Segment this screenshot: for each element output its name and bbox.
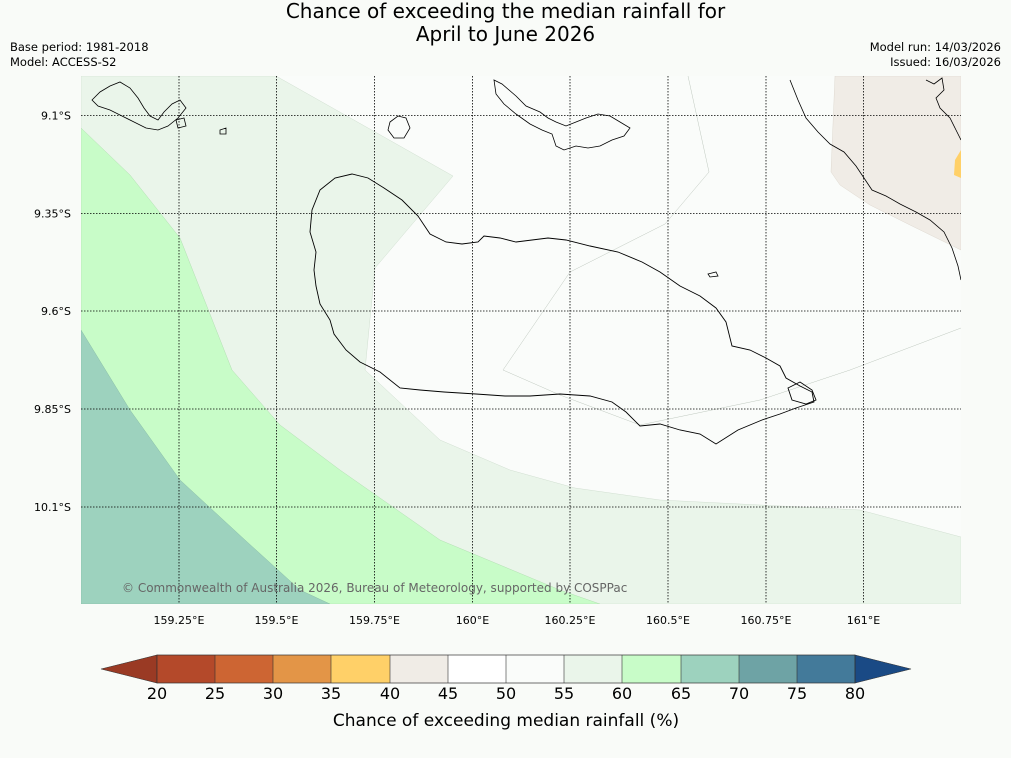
colorbar-tick: 25 [205,684,225,703]
lat-label: 9.1°S [41,110,71,123]
lon-label: 159.75°E [349,614,400,627]
title-line-1: Chance of exceeding the median rainfall … [285,0,726,23]
lon-label: 160°E [456,614,489,627]
lon-label: 161°E [847,614,880,627]
issued-date: Issued: 16/03/2026 [890,55,1001,69]
lat-label: 9.85°S [34,403,71,416]
colorbar-tick: 20 [147,684,167,703]
colorbar-swatch [215,655,273,683]
zone-65-70 [81,329,331,604]
zone-35-40 [954,150,961,178]
colorbar-title: Chance of exceeding median rainfall (%) [333,711,679,731]
lon-label: 159.25°E [154,614,205,627]
colorbar-tick: 45 [438,684,458,703]
lon-label: 160.75°E [741,614,792,627]
colorbar-tick: 35 [321,684,341,703]
graticule [81,76,961,604]
colorbar-tick: 30 [263,684,283,703]
zone-60-65 [81,127,601,604]
lat-label: 9.35°S [34,208,71,221]
colorbar-tick: 55 [554,684,574,703]
island-florida [493,79,631,151]
islet [707,271,719,278]
colorbar-tick: 70 [729,684,749,703]
model-run: Model run: 14/03/2026 [869,40,1001,54]
base-period: Base period: 1981-2018 [10,40,149,54]
island-small-north [387,115,411,139]
island-small-east [787,381,817,405]
island-nw-group [91,81,227,135]
colorbar-tick: 40 [380,684,400,703]
colorbar-tick: 50 [496,684,516,703]
meta-left: Base period: 1981-2018 Model: ACCESS-S2 [10,40,149,70]
colorbar-swatch [681,655,739,683]
colorbar-tick: 80 [845,684,865,703]
model-name: Model: ACCESS-S2 [10,55,117,69]
colorbar-swatch [157,655,215,683]
lat-label: 10.1°S [34,501,71,514]
colorbar-swatch [564,655,622,683]
lon-label: 159.5°E [255,614,299,627]
meta-right: Model run: 14/03/2026 Issued: 16/03/2026 [870,40,1001,70]
colorbar-swatch [739,655,797,683]
colorbar-swatch [390,655,448,683]
colorbar: 20 25 30 35 40 45 50 55 60 65 70 75 80 C… [100,654,912,731]
colorbar-tick: 65 [671,684,691,703]
colorbar-swatch [622,655,681,683]
title-line-2: April to June 2026 [415,22,596,46]
colorbar-swatch [273,655,331,683]
chart-title: Chance of exceeding the median rainfall … [0,0,1011,46]
colorbar-swatch [448,655,506,683]
copyright-notice: © Commonwealth of Australia 2026, Bureau… [122,581,627,595]
colorbar-swatch [797,655,855,683]
colorbar-extend-low [100,654,158,684]
island-malaita [789,77,961,281]
colorbar-dividers [214,655,798,683]
colorbar-tick: 75 [787,684,807,703]
island-guadalcanal [309,173,815,445]
colorbar-extend-high [854,654,912,684]
colorbar-swatch [331,655,390,683]
lat-label: 9.6°S [41,305,71,318]
map-area: © Commonwealth of Australia 2026, Bureau… [81,76,961,604]
lon-label: 160.25°E [545,614,596,627]
lon-label: 160.5°E [646,614,690,627]
colorbar-tick: 60 [612,684,632,703]
colorbar-swatch [506,655,564,683]
